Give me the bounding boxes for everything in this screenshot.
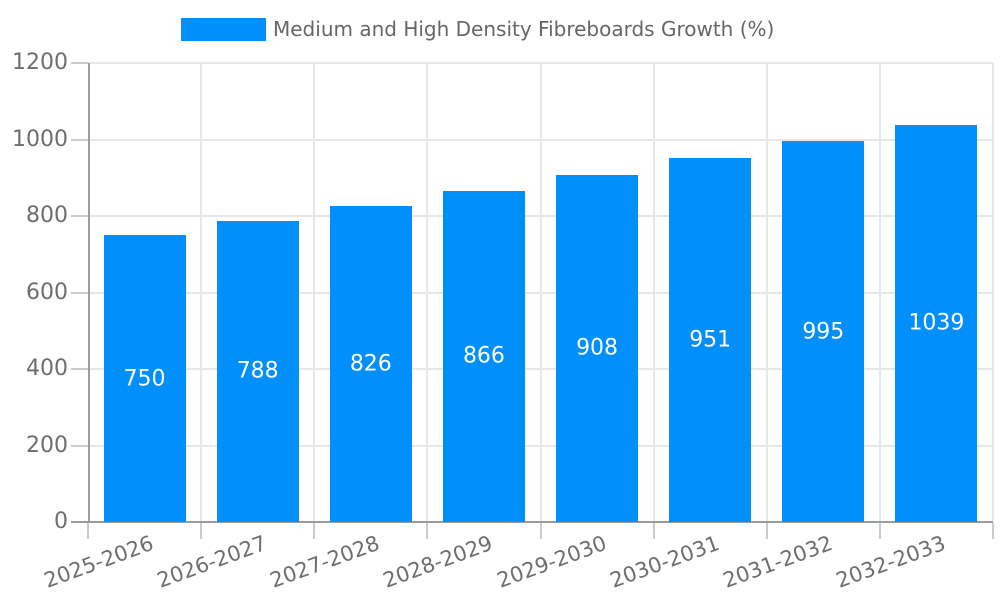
bar[interactable]	[669, 158, 752, 522]
bar-value-label: 866	[462, 343, 505, 369]
x-axis-label: 2025-2026	[40, 531, 157, 593]
y-tick-mark	[71, 444, 88, 447]
y-tick-mark	[71, 215, 88, 217]
gridline-vertical	[539, 63, 542, 522]
x-tick-mark	[992, 523, 994, 539]
bar[interactable]	[442, 190, 525, 522]
gridline-vertical	[313, 63, 316, 522]
x-axis-label: 2029-2030	[493, 531, 610, 593]
y-axis-label: 1200	[12, 50, 68, 75]
y-axis-label: 1000	[12, 126, 68, 152]
legend-swatch	[181, 17, 266, 41]
bar[interactable]	[329, 206, 412, 522]
y-tick-mark	[71, 291, 88, 294]
y-tick-mark	[71, 368, 88, 370]
bar[interactable]	[782, 141, 865, 522]
bar[interactable]	[895, 124, 978, 522]
x-tick-mark	[313, 523, 316, 539]
gridline-vertical	[992, 63, 994, 522]
x-axis-label: 2027-2028	[267, 531, 384, 593]
x-axis-line	[71, 521, 993, 523]
gridline-vertical	[765, 63, 768, 522]
x-tick-mark	[200, 523, 203, 539]
legend-label: Medium and High Density Fibreboards Grow…	[273, 17, 775, 41]
x-axis-label: 2032-2033	[832, 531, 949, 593]
x-tick-mark	[426, 523, 429, 539]
bar-value-label: 1039	[908, 310, 965, 336]
gridline-vertical	[878, 63, 881, 522]
x-tick-mark	[652, 523, 655, 539]
bar-value-label: 826	[349, 351, 392, 377]
x-tick-mark	[765, 523, 768, 539]
x-tick-mark	[87, 523, 89, 539]
bar-value-label: 951	[689, 327, 732, 353]
bar-value-label: 908	[576, 335, 619, 361]
bar-value-label: 788	[236, 358, 279, 384]
x-axis-label: 2030-2031	[606, 531, 723, 593]
x-axis-label: 2026-2027	[154, 531, 270, 593]
legend-item[interactable]: Medium and High Density Fibreboards Grow…	[181, 17, 774, 41]
bar-value-label: 750	[123, 366, 166, 392]
bar[interactable]	[556, 174, 639, 522]
y-axis-label: 200	[26, 432, 68, 458]
x-axis-label: 2028-2029	[380, 531, 497, 593]
y-axis-label: 0	[54, 509, 68, 534]
bar[interactable]	[216, 220, 299, 522]
gridline-vertical	[426, 63, 429, 522]
x-axis-label: 2031-2032	[719, 531, 836, 593]
y-axis-line	[88, 63, 90, 523]
y-tick-mark	[71, 138, 88, 141]
y-tick-mark	[71, 62, 88, 64]
x-tick-mark	[539, 523, 542, 539]
gridline-vertical	[652, 63, 655, 522]
x-tick-mark	[878, 523, 881, 539]
y-axis-label: 400	[26, 356, 68, 381]
gridline-vertical	[200, 63, 203, 522]
y-axis-label: 800	[26, 203, 68, 228]
y-axis-label: 600	[26, 279, 68, 305]
bar-value-label: 995	[802, 319, 845, 345]
bar[interactable]	[103, 235, 186, 522]
